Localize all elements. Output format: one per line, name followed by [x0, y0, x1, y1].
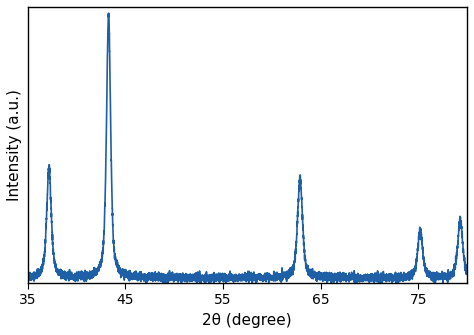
- Y-axis label: Intensity (a.u.): Intensity (a.u.): [7, 89, 22, 201]
- X-axis label: 2θ (degree): 2θ (degree): [202, 313, 292, 328]
